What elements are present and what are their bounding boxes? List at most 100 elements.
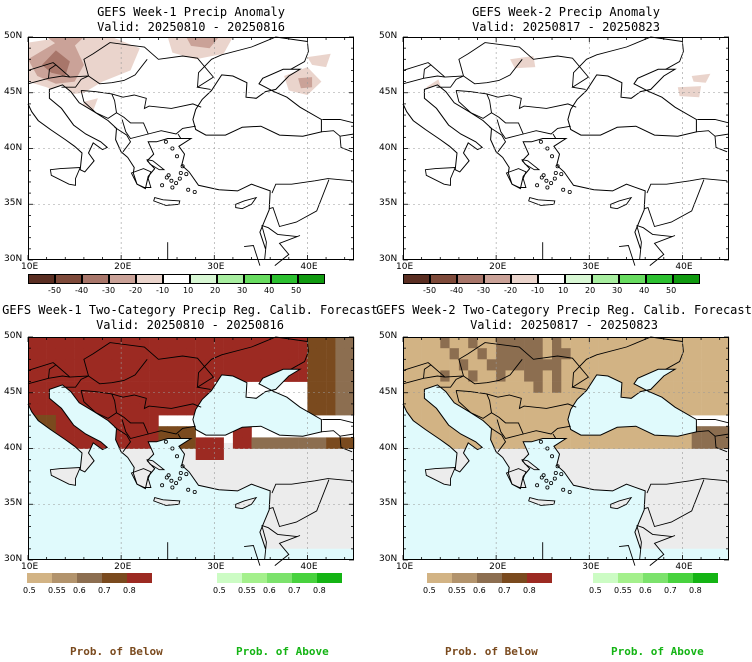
probability-cell (635, 348, 646, 360)
longitude-label: 10E (396, 262, 414, 272)
probability-cell (561, 415, 571, 427)
small-island (555, 464, 560, 469)
probability-cell (130, 415, 141, 427)
probability-cell (251, 337, 262, 349)
probability-cell (167, 348, 178, 360)
coastline (27, 84, 271, 249)
probability-cell (505, 415, 516, 427)
latitude-label: 45N (379, 86, 398, 97)
probability-cell (682, 337, 692, 349)
above-colorbar: 0.5 0.55 0.6 0.7 0.8 (213, 573, 352, 603)
probability-cell (242, 437, 252, 449)
latitude-label: 50N (4, 331, 23, 341)
black-sea-coastline (567, 368, 697, 437)
probability-cell (167, 359, 178, 371)
longitude-label: 10E (396, 562, 414, 572)
probability-cell (316, 337, 327, 349)
probability-cell (403, 403, 413, 416)
probability-cell (121, 415, 131, 427)
probability-cell (214, 370, 224, 382)
colorbar-swatch (452, 573, 477, 583)
panel-valid-dates: Valid: 20250810 - 20250816 (96, 318, 284, 332)
probability-cell (316, 370, 327, 382)
probability-cell (167, 337, 178, 349)
sea-area (403, 384, 729, 560)
colorbar-label: 20 (585, 286, 596, 295)
panel-valid-dates: Valid: 20250817 - 20250823 (470, 318, 658, 332)
probability-cell (412, 415, 422, 427)
probability-cell (496, 370, 506, 382)
probability-cell (561, 381, 571, 394)
probability-cell (260, 370, 271, 382)
probability-cell (260, 437, 271, 449)
panel-title: GEFS Week-1 Two-Category Precip Reg. Cal… (0, 303, 380, 333)
map-week2-two-category (402, 336, 730, 566)
probability-cell (344, 403, 355, 416)
country-border (696, 130, 730, 137)
colorbar-swatch (403, 274, 430, 284)
small-island (164, 175, 169, 180)
colorbar-swatch (217, 573, 242, 583)
probability-cell (121, 337, 131, 349)
probability-cell (542, 403, 553, 416)
probability-cell (74, 337, 85, 349)
probability-cell (326, 437, 336, 449)
probability-cell (46, 359, 57, 371)
probability-cell (514, 370, 525, 382)
probability-cell (486, 348, 497, 360)
country-border (423, 64, 432, 79)
probability-cell (505, 370, 516, 382)
island (49, 167, 81, 186)
country-border (644, 179, 705, 228)
country-border (697, 119, 730, 124)
probability-cell (421, 403, 432, 416)
probability-cell (279, 359, 290, 371)
probability-cell (195, 370, 206, 382)
probability-cell (186, 359, 196, 371)
colorbar-label: 0.8 (313, 586, 326, 595)
probability-cell (37, 359, 47, 371)
latitude-label: 45N (4, 386, 23, 397)
probability-cell (46, 348, 57, 360)
probability-cell (139, 337, 150, 349)
probability-cell (635, 426, 646, 438)
probability-cell (37, 415, 47, 427)
probability-cell (533, 370, 543, 382)
anomaly-region (691, 73, 711, 83)
probability-cell (55, 359, 66, 371)
probability-cell (195, 348, 206, 360)
country-border (271, 178, 353, 194)
probability-cell (412, 370, 422, 382)
small-island (178, 470, 183, 475)
colorbar-swatch (127, 573, 152, 583)
probability-cell (496, 392, 506, 405)
probability-cell (635, 370, 646, 382)
probability-cell (55, 403, 66, 416)
probability-cell (710, 392, 720, 405)
probability-cell (468, 370, 478, 382)
longitude-label: 20E (489, 562, 507, 572)
small-island (174, 154, 179, 159)
probability-cell (533, 403, 543, 416)
black-sea-coastline (192, 68, 322, 137)
probability-cell (458, 437, 469, 449)
country-border (290, 341, 309, 370)
probability-cell (28, 337, 38, 349)
probability-cell (335, 381, 345, 394)
probability-cell (533, 337, 543, 349)
probability-cell (691, 359, 702, 371)
small-island (549, 481, 554, 486)
small-island (177, 176, 182, 181)
probability-cell (701, 437, 711, 449)
country-border (665, 341, 684, 370)
colorbar-swatch (511, 274, 538, 284)
probability-cell (477, 337, 488, 349)
probability-cell (139, 403, 150, 416)
colorbar-label: 0.6 (473, 586, 486, 595)
colorbar-label: 20 (210, 286, 221, 295)
probability-cell (316, 381, 327, 394)
probability-cell (167, 403, 178, 416)
country-border (148, 125, 196, 135)
longitude-label: 40E (675, 262, 693, 272)
probability-cell (468, 359, 478, 371)
